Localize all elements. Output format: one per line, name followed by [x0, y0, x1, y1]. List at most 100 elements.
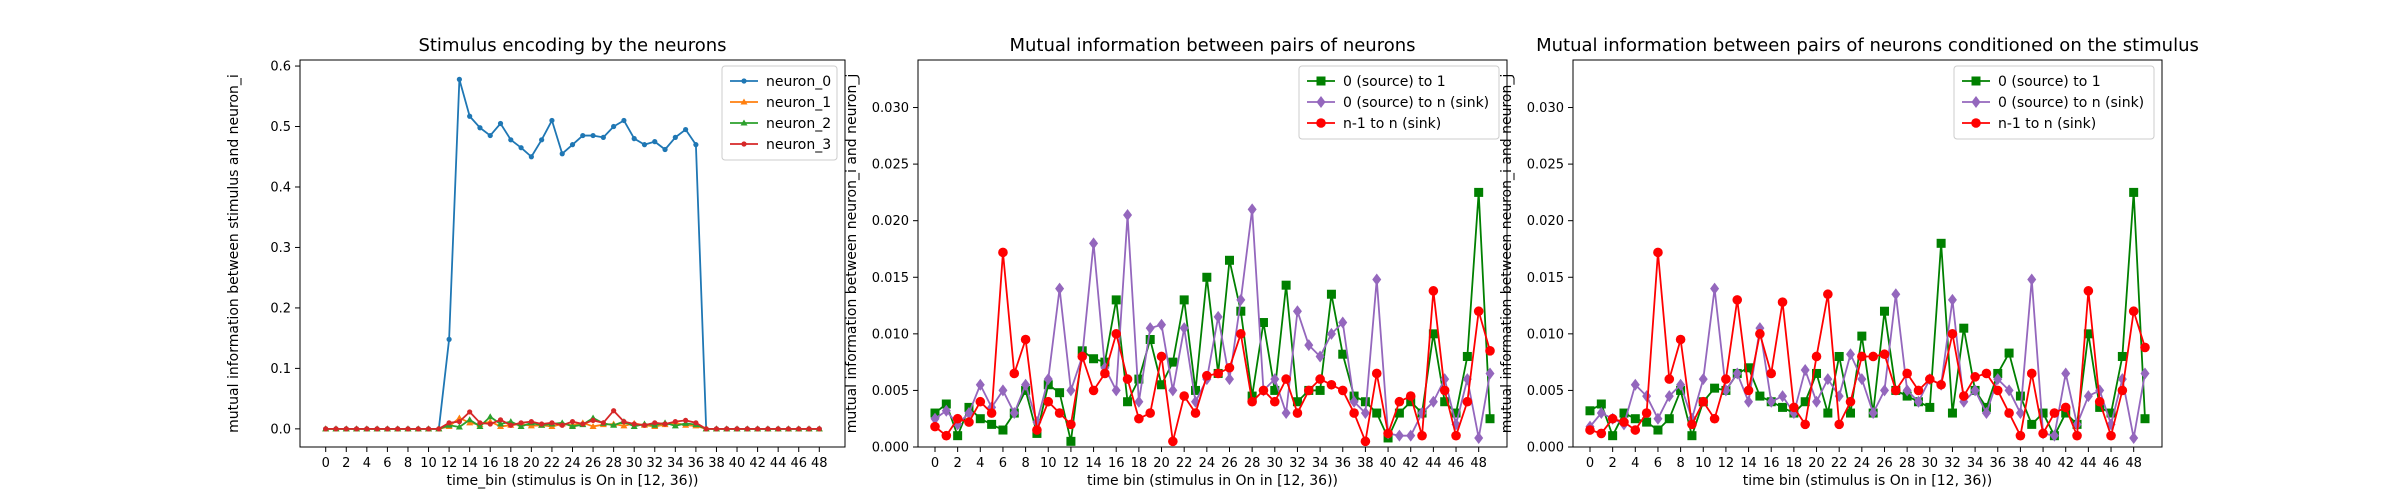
data-point	[497, 120, 504, 127]
y-tick-label: 0.030	[872, 101, 909, 116]
data-point	[508, 422, 514, 428]
x-tick-label: 36	[1989, 456, 2006, 471]
data-point	[1054, 408, 1065, 418]
panel-stimulus-encoding: Stimulus encoding by the neurons time_bi…	[226, 35, 846, 489]
data-point	[1993, 373, 2003, 386]
data-point	[1710, 383, 1720, 393]
data-point	[1462, 396, 1473, 407]
x-tick-label: 30	[1922, 456, 1939, 471]
data-point	[1732, 295, 1743, 305]
data-point	[1959, 323, 1969, 333]
data-point	[2061, 367, 2071, 380]
y-tick-label: 0.3	[270, 241, 291, 256]
data-point	[518, 420, 524, 426]
data-point	[1721, 374, 1731, 384]
data-point	[1473, 306, 1484, 317]
data-point	[497, 417, 504, 423]
x-tick-label: 4	[363, 456, 371, 471]
data-point	[1947, 329, 1958, 339]
y-tick-label: 0.010	[872, 327, 909, 342]
data-point	[1439, 385, 1450, 396]
legend-box	[721, 65, 838, 161]
data-point	[754, 426, 761, 432]
data-point	[1269, 396, 1280, 407]
data-point	[1168, 357, 1178, 367]
data-point	[1043, 396, 1054, 407]
data-point	[1800, 419, 1811, 430]
data-point	[806, 426, 812, 432]
legend-swatch-marker	[1316, 118, 1326, 128]
x-tick-label: 32	[646, 456, 663, 471]
data-point	[1066, 419, 1076, 430]
data-point	[517, 422, 525, 429]
data-point	[1123, 397, 1133, 407]
data-point	[1304, 339, 1314, 352]
data-point	[580, 132, 586, 139]
x-tick-label: 0	[1586, 456, 1594, 471]
data-point	[1698, 396, 1709, 407]
x-tick-label: 32	[1944, 456, 1961, 471]
data-point	[2004, 384, 2014, 397]
data-point	[1608, 431, 1618, 441]
data-point	[1619, 417, 1629, 427]
data-point	[2038, 428, 2048, 439]
y-tick-label: 0.2	[270, 301, 291, 316]
data-point	[1630, 425, 1641, 435]
data-point	[1823, 373, 1833, 386]
data-point	[1981, 368, 1992, 379]
x-tick-label: 42	[1402, 456, 1419, 471]
data-point	[2095, 402, 2105, 412]
data-point	[775, 426, 781, 432]
y-tick-label: 0.1	[270, 362, 291, 377]
data-point	[1406, 429, 1416, 442]
legend-entry: neuron_2	[766, 116, 831, 132]
data-point	[455, 423, 463, 430]
x-tick-label: 2	[1609, 456, 1617, 471]
data-point	[724, 426, 730, 432]
data-point	[323, 426, 329, 432]
x-tick-label: 12	[1718, 456, 1735, 471]
data-point	[1066, 436, 1076, 446]
x-tick-label: 24	[1199, 456, 1216, 471]
data-point	[641, 422, 648, 428]
data-point	[1902, 384, 1912, 397]
panel-conditioned-mi: Mutual information between pairs of neur…	[1499, 35, 2199, 489]
data-point	[734, 426, 740, 432]
x-tick-label: 26	[1876, 456, 1893, 471]
x-tick-label: 12	[441, 456, 458, 471]
y-axis-label: mutual information between neuron_i and …	[844, 74, 860, 434]
data-point	[477, 125, 483, 131]
x-tick-label: 8	[1021, 456, 1029, 471]
data-point	[1349, 395, 1359, 408]
legend-swatch-marker	[1316, 76, 1326, 86]
data-point	[1349, 408, 1359, 418]
data-point	[1936, 238, 1946, 248]
data-point	[425, 426, 432, 432]
data-point	[1360, 436, 1371, 447]
data-point	[569, 422, 576, 429]
data-point	[467, 409, 473, 415]
data-point	[1857, 373, 1867, 386]
x-tick-label: 36	[688, 456, 705, 471]
data-point	[1281, 374, 1291, 384]
data-point	[1925, 402, 1935, 412]
x-tick-label: 32	[1289, 456, 1306, 471]
x-tick-label: 10	[1695, 456, 1712, 471]
data-point	[2004, 408, 2014, 418]
x-axis-label: time_bin (stimulus is On in [12, 36))	[447, 473, 699, 489]
data-point	[1258, 318, 1268, 328]
data-point	[580, 421, 586, 427]
plot-frame	[1572, 59, 2163, 448]
data-point	[1372, 273, 1382, 286]
data-point	[1281, 280, 1291, 290]
x-tick-label: 20	[523, 456, 540, 471]
legend: 0 (source) to 1 0 (source) to n (sink) n-1…	[1298, 65, 1500, 140]
data-point	[1800, 364, 1810, 377]
data-point	[1485, 414, 1495, 424]
data-point	[1089, 354, 1099, 364]
x-tick-label: 22	[1176, 456, 1193, 471]
data-point	[1676, 378, 1686, 391]
data-point	[2027, 273, 2037, 286]
data-point	[744, 426, 750, 432]
